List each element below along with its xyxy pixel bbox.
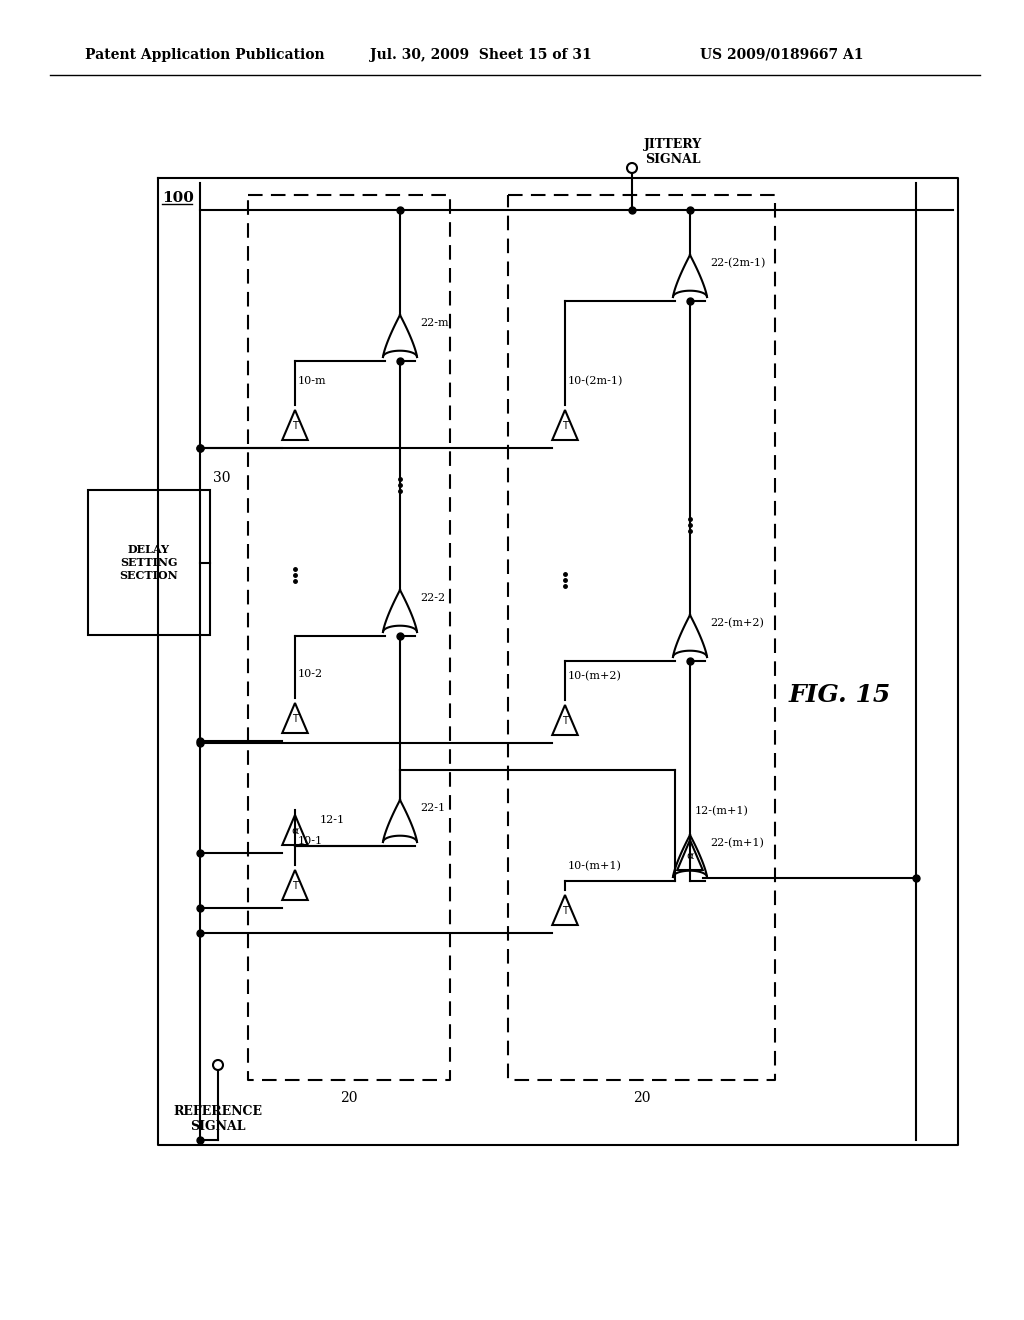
Text: 20: 20 bbox=[633, 1092, 650, 1105]
Text: α: α bbox=[291, 826, 299, 836]
Text: T: T bbox=[562, 906, 568, 916]
Text: T: T bbox=[292, 880, 298, 891]
Text: 10-(2m-1): 10-(2m-1) bbox=[568, 376, 624, 387]
Text: T: T bbox=[292, 421, 298, 432]
Text: 30: 30 bbox=[213, 471, 230, 484]
Text: 10-2: 10-2 bbox=[298, 669, 324, 678]
Text: 22-(m+1): 22-(m+1) bbox=[710, 838, 764, 849]
Text: 10-m: 10-m bbox=[298, 376, 327, 385]
Text: 10-1: 10-1 bbox=[298, 836, 324, 846]
Text: 100: 100 bbox=[162, 191, 194, 205]
Text: US 2009/0189667 A1: US 2009/0189667 A1 bbox=[700, 48, 863, 62]
Text: 10-(m+2): 10-(m+2) bbox=[568, 671, 622, 681]
Text: FIG. 15: FIG. 15 bbox=[788, 682, 891, 708]
Text: 12-(m+1): 12-(m+1) bbox=[695, 805, 749, 816]
Text: 22-1: 22-1 bbox=[420, 803, 445, 813]
Text: 20: 20 bbox=[340, 1092, 357, 1105]
Text: α: α bbox=[686, 851, 693, 861]
Text: Jul. 30, 2009  Sheet 15 of 31: Jul. 30, 2009 Sheet 15 of 31 bbox=[370, 48, 592, 62]
Text: 12-1: 12-1 bbox=[319, 814, 345, 825]
Text: 22-m: 22-m bbox=[420, 318, 449, 327]
Text: T: T bbox=[562, 421, 568, 432]
Text: 10-(m+1): 10-(m+1) bbox=[568, 861, 622, 871]
Text: 22-(m+2): 22-(m+2) bbox=[710, 618, 764, 628]
Text: T: T bbox=[562, 715, 568, 726]
Text: 22-(2m-1): 22-(2m-1) bbox=[710, 257, 765, 268]
Text: T: T bbox=[292, 714, 298, 723]
Bar bbox=[88, 490, 210, 635]
Text: 22-2: 22-2 bbox=[420, 593, 445, 603]
Text: Patent Application Publication: Patent Application Publication bbox=[85, 48, 325, 62]
Text: JITTERY
SIGNAL: JITTERY SIGNAL bbox=[644, 139, 702, 166]
Text: REFERENCE
SIGNAL: REFERENCE SIGNAL bbox=[173, 1105, 262, 1133]
Text: DELAY
SETTING
SECTION: DELAY SETTING SECTION bbox=[120, 544, 178, 581]
